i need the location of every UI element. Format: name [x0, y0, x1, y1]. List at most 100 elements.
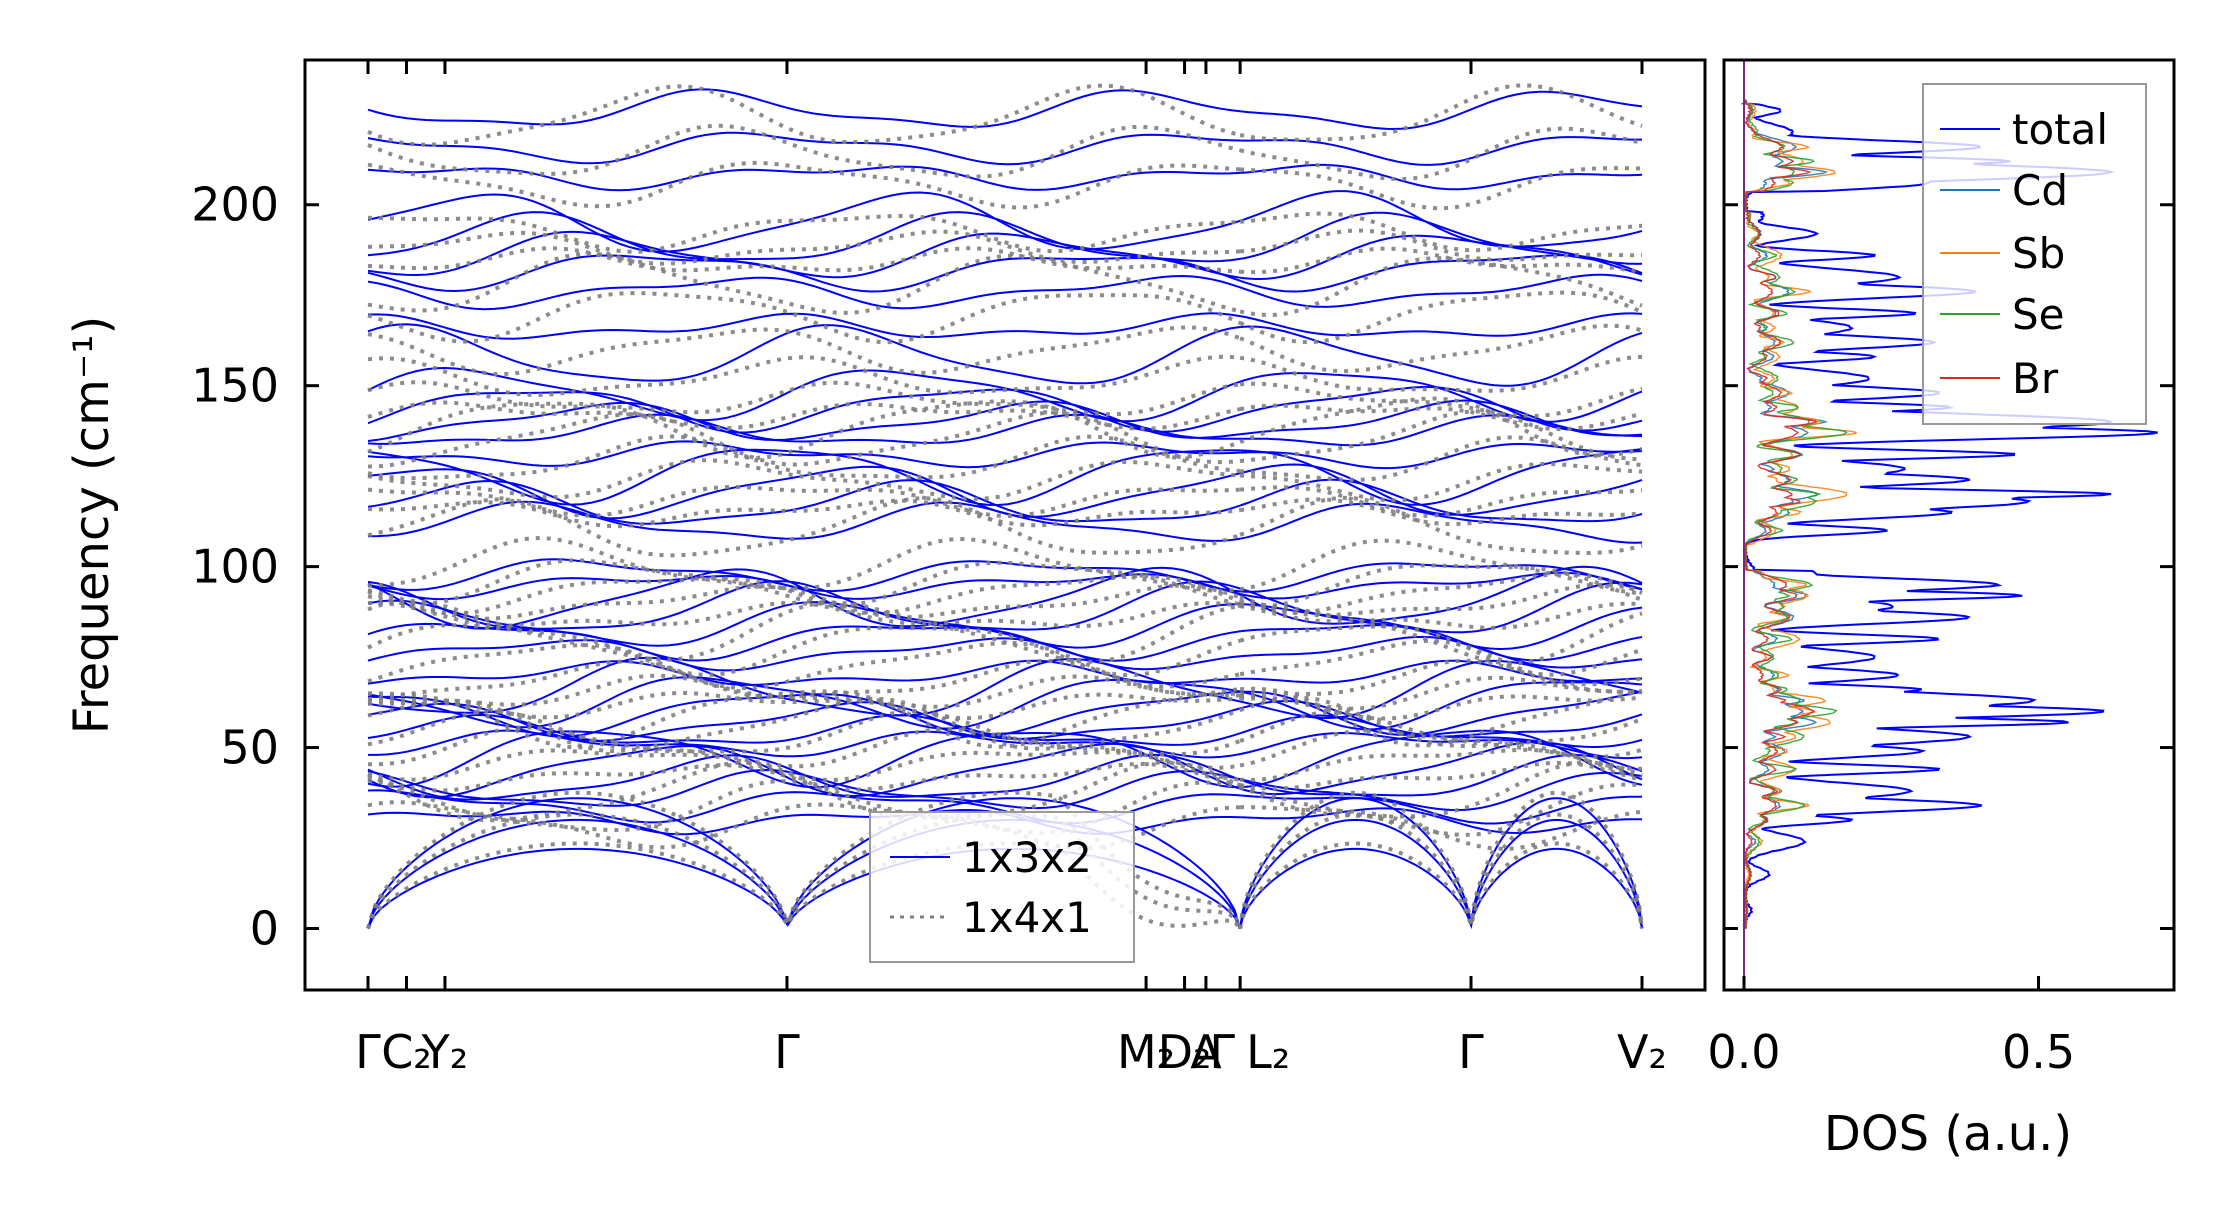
band-line — [367, 580, 1241, 631]
band-series-1x3x2 — [367, 88, 1643, 930]
dos-legend: total Cd Sb Se Br — [1922, 83, 2147, 425]
band-line — [1239, 741, 1643, 796]
dos-x-axis-title: DOS (a.u.) — [1824, 1106, 2072, 1162]
band-line — [367, 760, 1241, 823]
band-line — [1239, 228, 1643, 263]
x-tick-label: M₂ — [1117, 1025, 1175, 1079]
band-line — [1240, 562, 1643, 593]
x-tick-label: Γ — [1458, 1025, 1484, 1079]
band-line — [1239, 90, 1643, 131]
acoustic-branch — [366, 790, 1242, 930]
band-line — [367, 558, 1241, 593]
band-series-1x4x1 — [366, 83, 1644, 933]
band-line — [367, 485, 1241, 519]
acoustic-branch — [1239, 847, 1643, 930]
acoustic-branch — [1238, 790, 1644, 929]
band-line — [1239, 485, 1643, 518]
band-line — [367, 573, 1241, 601]
band-line — [1239, 710, 1643, 759]
band-plot-frame — [303, 58, 1707, 992]
band-line — [367, 622, 1241, 662]
legend-label-1x3x2: 1x3x2 — [962, 833, 1092, 882]
band-line — [1239, 435, 1643, 482]
band-line — [367, 673, 1241, 709]
band-line — [1239, 312, 1643, 337]
band-line — [367, 498, 1241, 529]
band-legend: 1x3x2 1x4x1 — [869, 811, 1135, 963]
band-line — [367, 131, 1241, 166]
band-line — [367, 88, 1241, 128]
band-line — [1239, 234, 1643, 281]
band-line — [1240, 448, 1643, 506]
band-line — [367, 691, 1241, 721]
band-line — [1239, 463, 1643, 516]
band-line — [367, 400, 1241, 442]
band-line — [367, 400, 1241, 431]
dos-lines — [1740, 60, 2158, 990]
band-line — [367, 211, 1241, 263]
band-line — [367, 465, 1241, 520]
band-line — [367, 191, 1241, 253]
band-line — [367, 623, 1241, 678]
band-line — [1239, 290, 1643, 345]
band-line — [367, 399, 1241, 460]
dos-x-ticks: 0.0 0.5 — [1707, 976, 2075, 1079]
band-line — [367, 448, 1241, 507]
band-line — [367, 496, 1241, 558]
band-line — [368, 600, 1241, 629]
band-line — [367, 479, 1241, 525]
band-line — [367, 410, 1241, 469]
x-tick-label: Γ — [1209, 1025, 1235, 1079]
band-line — [367, 761, 1241, 793]
legend-label-cd: Cd — [2012, 166, 2068, 215]
band-line — [1240, 794, 1642, 825]
dos-series-br — [1742, 99, 1819, 929]
band-line — [367, 213, 1241, 254]
band-line — [1239, 403, 1643, 432]
band-line — [1240, 807, 1642, 835]
legend-label-1x4x1: 1x4x1 — [962, 893, 1092, 942]
band-line — [367, 434, 1241, 481]
band-line — [1240, 635, 1643, 669]
band-line — [367, 380, 1241, 417]
band-line — [1239, 190, 1643, 248]
band-line — [367, 229, 1241, 266]
x-tick-label: V₂ — [1617, 1025, 1667, 1079]
dos-series-se — [1742, 99, 1848, 930]
band-line — [1239, 538, 1643, 595]
band-y-ticks: 0 50 100 150 200 — [191, 178, 319, 955]
band-line — [1240, 163, 1643, 191]
band-line — [367, 246, 1241, 274]
y-tick-label: 200 — [191, 178, 279, 232]
band-line — [368, 729, 1241, 759]
band-line — [367, 687, 1241, 750]
band-line — [367, 274, 1241, 311]
band-line — [1239, 624, 1643, 677]
band-line — [1239, 462, 1643, 503]
legend-label-br: Br — [2012, 354, 2059, 403]
band-line — [367, 458, 1241, 501]
band-line — [1239, 563, 1643, 609]
x-tick-label: Γ — [774, 1025, 800, 1079]
band-line — [1239, 571, 1643, 615]
x-tick-label: C₂ — [381, 1025, 432, 1079]
band-line — [1240, 659, 1643, 684]
band-line — [367, 753, 1241, 801]
band-line — [1239, 323, 1643, 374]
band-line — [367, 165, 1241, 192]
band-line — [1240, 246, 1643, 275]
band-line — [1239, 354, 1643, 393]
band-line — [367, 709, 1241, 757]
band-line — [1239, 166, 1643, 211]
band-line — [367, 254, 1241, 293]
acoustic-branch — [1238, 812, 1644, 929]
band-line — [1239, 582, 1643, 618]
band-line — [367, 388, 1241, 434]
band-line — [1239, 639, 1643, 687]
y-tick-label: 100 — [191, 540, 279, 594]
band-line — [1239, 211, 1643, 265]
